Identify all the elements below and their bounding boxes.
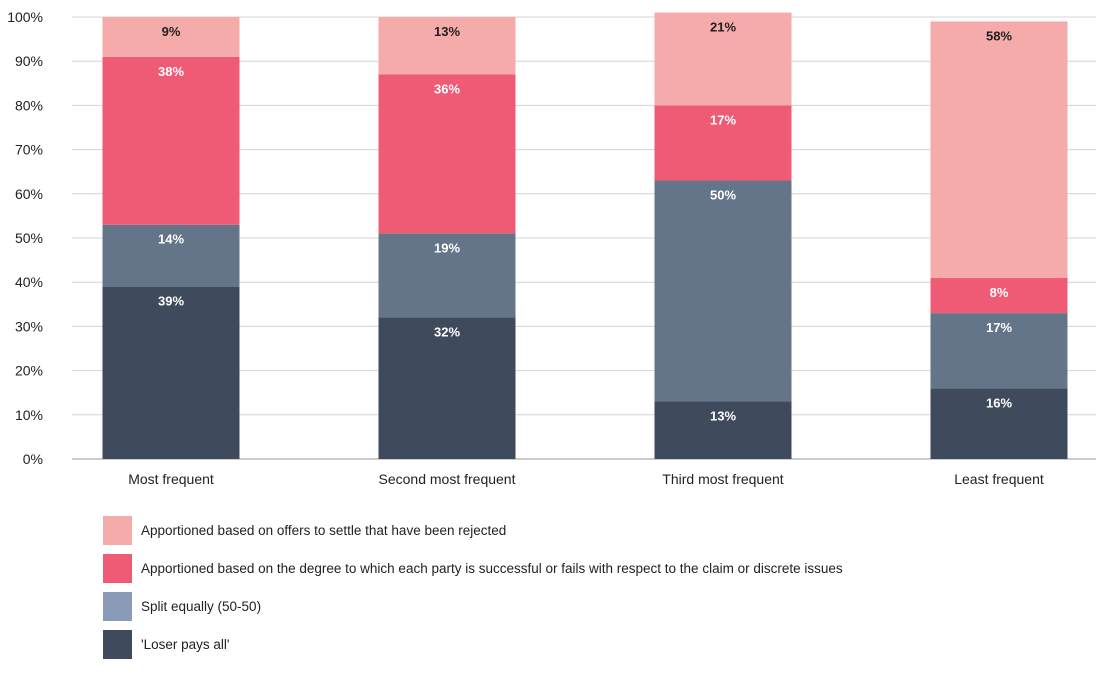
y-tick-label: 60% [15,186,43,202]
bar-segment [930,313,1068,389]
legend-item-loser-pays-all: 'Loser pays all' [103,630,843,659]
bar-segment [102,224,240,287]
data-label: 13% [710,409,736,424]
x-tick-label: Second most frequent [379,471,516,487]
bar-segment [654,180,792,402]
y-tick-label: 100% [7,9,43,25]
legend: Apportioned based on offers to settle th… [103,516,843,668]
data-label: 9% [162,24,181,39]
legend-swatch [103,630,132,659]
bar-segment [378,74,516,234]
bar-stack: 13% 50% 17% 21% [654,12,792,459]
x-tick-label: Least frequent [954,471,1044,487]
data-label: 19% [434,241,460,256]
data-label: 13% [434,24,460,39]
legend-label: Split equally (50-50) [141,599,262,614]
y-tick-label: 90% [15,53,43,69]
bar-segment [654,105,792,181]
legend-swatch [103,516,132,545]
data-label: 32% [434,325,460,340]
axes: 0% 10% 20% 30% 40% 50% 60% 70% 80% 90% 100% Most fr… [7,9,1044,487]
y-tick-label: 20% [15,363,43,379]
data-label: 16% [986,395,1012,410]
legend-swatch [103,554,132,583]
legend-item-split-equally: Split equally (50-50) [103,592,843,621]
bar-segment [654,401,792,459]
data-label: 14% [158,232,184,247]
data-label: 17% [986,320,1012,335]
data-label: 39% [158,294,184,309]
y-tick-label: 30% [15,318,43,334]
x-tick-label: Most frequent [128,471,214,487]
bar-segment [102,17,240,57]
y-tick-label: 40% [15,274,43,290]
bar-segment [378,233,516,318]
stacked-bar-chart: 39% 14% 38% 9% 32% 19% 36% 13% 13% 50% 17% 21% 16% 17… [7,9,1096,487]
legend-swatch [103,592,132,621]
bar-segment [378,317,516,459]
data-label: 50% [710,188,736,203]
bar-segment [654,12,792,106]
bar-segment [102,286,240,459]
bar-stack: 16% 17% 8% 58% [930,21,1068,459]
data-label: 38% [158,64,184,79]
legend-item-offers-rejected: Apportioned based on offers to settle th… [103,516,843,545]
y-tick-label: 70% [15,142,43,158]
y-tick-label: 80% [15,97,43,113]
bar-stack: 32% 19% 36% 13% [378,17,516,459]
gridlines [72,16,1096,460]
y-tick-label: 0% [23,451,43,467]
legend-label: Apportioned based on the degree to which… [141,561,843,576]
bar-segment [930,388,1068,459]
legend-label: Apportioned based on offers to settle th… [141,523,507,538]
bar-stack: 39% 14% 38% 9% [102,17,240,459]
bar-segment [102,56,240,225]
legend-item-degree-of-success: Apportioned based on the degree to which… [103,554,843,583]
legend-label: 'Loser pays all' [141,637,230,652]
data-label: 8% [990,285,1009,300]
data-label: 58% [986,28,1012,43]
y-tick-label: 10% [15,407,43,423]
data-label: 17% [710,112,736,127]
bar-segment [930,21,1068,278]
data-label: 36% [434,81,460,96]
x-tick-label: Third most frequent [662,471,783,487]
bars: 39% 14% 38% 9% 32% 19% 36% 13% 13% 50% 17% 21% 16% 17… [102,12,1068,459]
y-tick-label: 50% [15,230,43,246]
bar-segment [930,277,1068,314]
bar-segment [378,17,516,75]
data-label: 21% [710,20,736,35]
